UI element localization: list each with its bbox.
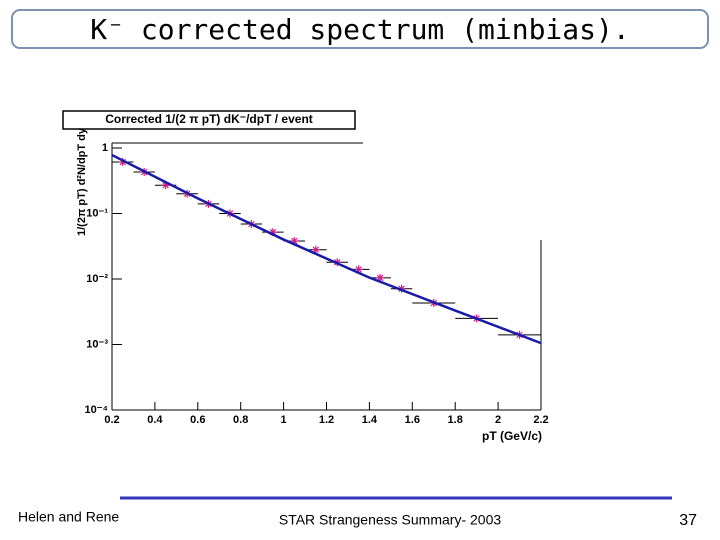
x-axis-label: pT (GeV/c) bbox=[482, 429, 542, 443]
slide-title: K⁻ corrected spectrum (minbias). bbox=[90, 13, 629, 46]
y-tick-label: 10⁻³ bbox=[86, 338, 108, 350]
y-tick-label: 10⁻⁴ bbox=[85, 404, 108, 416]
x-tick-label: 0.4 bbox=[147, 414, 163, 426]
x-tick-label: 1.6 bbox=[405, 414, 420, 426]
data-point bbox=[311, 245, 320, 254]
x-tick-label: 0.2 bbox=[104, 414, 119, 426]
fit-line bbox=[111, 153, 542, 345]
data-point bbox=[376, 273, 385, 282]
chart-title-box bbox=[62, 110, 356, 130]
x-tick-label: 0.8 bbox=[233, 414, 248, 426]
footer-center: STAR Strangeness Summary- 2003 bbox=[279, 512, 501, 528]
x-tick-label: 1 bbox=[281, 414, 287, 426]
data-point bbox=[161, 181, 170, 190]
footer-left: Helen and Rene bbox=[18, 509, 119, 525]
y-tick-label: 10⁻² bbox=[86, 273, 108, 285]
data-point bbox=[354, 265, 363, 274]
x-tick-label: 2.2 bbox=[533, 414, 548, 426]
chart-title: Corrected 1/(2 π pT) dK⁻/dpT / event bbox=[105, 112, 313, 126]
x-tick-label: 2 bbox=[495, 414, 501, 426]
x-tick-label: 1.2 bbox=[319, 414, 334, 426]
y-tick-label: 10⁻¹ bbox=[86, 207, 108, 219]
data-point bbox=[118, 158, 127, 167]
data-point bbox=[268, 228, 277, 237]
y-axis-label: 1/(2π pT) d²N/dpT dy bbox=[76, 127, 88, 236]
title-frame bbox=[11, 9, 709, 49]
y-tick-label: 1 bbox=[102, 142, 108, 154]
x-tick-label: 0.6 bbox=[190, 414, 205, 426]
data-point bbox=[290, 237, 299, 246]
x-tick-label: 1.8 bbox=[448, 414, 463, 426]
x-tick-label: 1.4 bbox=[362, 414, 378, 426]
page-number: 37 bbox=[679, 512, 697, 529]
